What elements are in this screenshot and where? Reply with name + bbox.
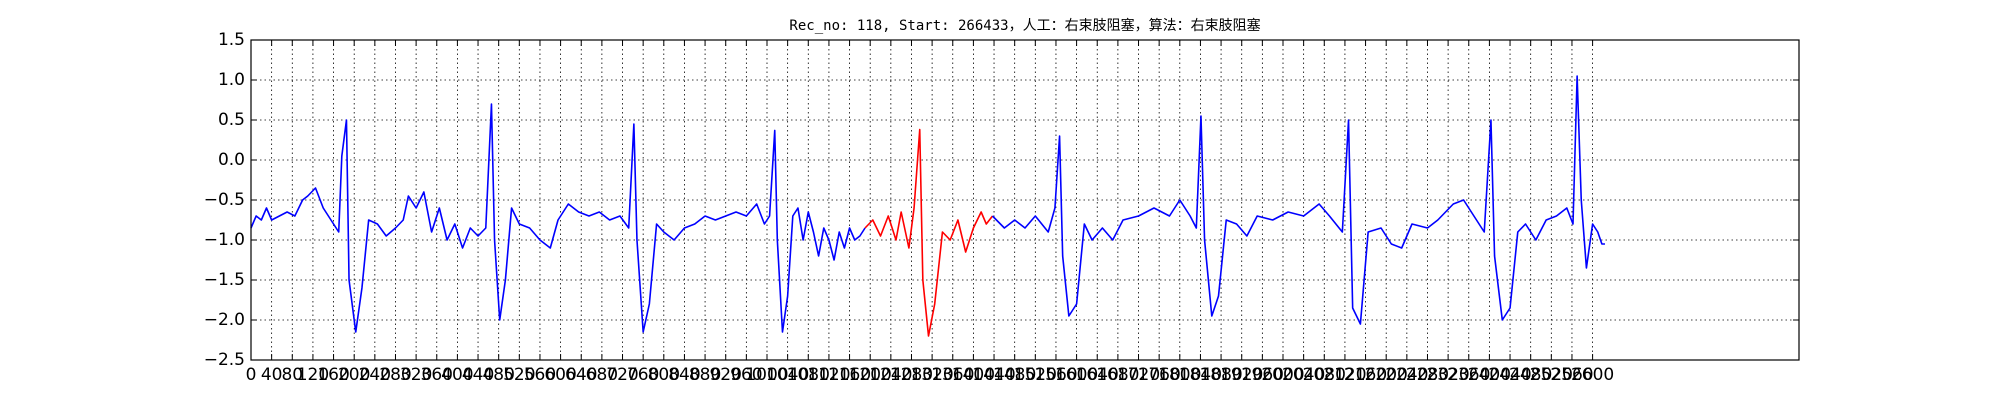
y-tick-label: 0.0	[218, 150, 245, 170]
x-tick-label: 1000	[745, 365, 788, 385]
x-tick-label: 2360	[1447, 365, 1490, 385]
y-tick-label: −0.5	[204, 190, 245, 210]
plot-frame	[250, 39, 1800, 361]
x-tick-label: 2280	[1406, 365, 1449, 385]
ecg-line	[250, 103, 866, 333]
x-tick-label: 2000	[1261, 365, 1304, 385]
x-tick-label: 1280	[890, 365, 933, 385]
x-tick-label: 1240	[869, 365, 912, 385]
x-tick-label: 160	[317, 365, 349, 385]
x-tick-label: 960	[730, 365, 762, 385]
x-tick-label: 720	[606, 365, 638, 385]
y-tick-label: −2.0	[204, 310, 245, 330]
x-tick-label: 920	[709, 365, 741, 385]
x-tick-label: 1520	[1014, 365, 1057, 385]
x-tick-label: 1920	[1220, 365, 1263, 385]
x-tick-label: 480	[482, 365, 514, 385]
x-tick-label: 0	[246, 365, 257, 385]
x-tick-label: 1560	[1034, 365, 1077, 385]
ecg-line	[991, 75, 1605, 325]
x-tick-label: 2080	[1303, 365, 1346, 385]
x-tick-label: 1040	[766, 365, 809, 385]
x-tick-label: 240	[359, 365, 391, 385]
x-tick-label: 800	[648, 365, 680, 385]
x-tick-label: 640	[565, 365, 597, 385]
x-tick-label: 40	[261, 365, 283, 385]
x-tick-label: 1840	[1179, 365, 1222, 385]
x-tick-label: 2040	[1282, 365, 1325, 385]
x-tick-label: 1440	[972, 365, 1015, 385]
y-tick-label: −1.0	[204, 230, 245, 250]
x-tick-label: 2160	[1344, 365, 1387, 385]
x-tick-label: 520	[503, 365, 535, 385]
x-tick-label: 1360	[931, 365, 974, 385]
x-tick-label: 280	[379, 365, 411, 385]
x-tick-label: 1320	[910, 365, 953, 385]
x-tick-label: 1720	[1117, 365, 1160, 385]
y-tick-label: 1.0	[218, 70, 245, 90]
x-tick-label: 600	[544, 365, 576, 385]
x-tick-label: 1400	[952, 365, 995, 385]
x-tick-label: 2600	[1571, 365, 1614, 385]
x-tick-label: 2200	[1365, 365, 1408, 385]
x-tick-label: 320	[400, 365, 432, 385]
x-tick-label: 1480	[993, 365, 1036, 385]
x-tick-label: 1600	[1055, 365, 1098, 385]
x-tick-label: 1160	[828, 365, 871, 385]
x-tick-label: 200	[338, 365, 370, 385]
x-tick-label: 360	[421, 365, 453, 385]
x-tick-label: 680	[586, 365, 618, 385]
x-tick-label: 560	[524, 365, 556, 385]
x-tick-label: 2480	[1509, 365, 1552, 385]
x-tick-label: 840	[668, 365, 700, 385]
x-tick-label: 80	[281, 365, 303, 385]
x-tick-label: 1800	[1158, 365, 1201, 385]
x-tick-label: 880	[689, 365, 721, 385]
y-tick-label: −2.5	[204, 350, 245, 370]
x-tick-label: 2400	[1468, 365, 1511, 385]
x-tick-label: 1200	[849, 365, 892, 385]
x-tick-label: 1120	[807, 365, 850, 385]
x-tick-label: 760	[627, 365, 659, 385]
x-tick-label: 2320	[1426, 365, 1469, 385]
x-tick-label: 120	[297, 365, 329, 385]
x-tick-label: 2440	[1488, 365, 1531, 385]
y-tick-label: 0.5	[218, 110, 245, 130]
x-tick-label: 2560	[1550, 365, 1593, 385]
chart-title: Rec_no: 118, Start: 266433，人工：右束肢阻塞，算法：右…	[789, 17, 1260, 34]
x-tick-label: 1640	[1076, 365, 1119, 385]
x-tick-label: 2240	[1385, 365, 1428, 385]
x-tick-label: 1880	[1199, 365, 1242, 385]
x-tick-label: 1080	[787, 365, 830, 385]
x-tick-label: 2120	[1323, 365, 1366, 385]
x-tick-label: 1960	[1241, 365, 1284, 385]
x-tick-label: 1760	[1138, 365, 1181, 385]
y-tick-label: −1.5	[204, 270, 245, 290]
y-tick-label: 1.5	[218, 30, 245, 50]
x-tick-label: 440	[462, 365, 494, 385]
x-tick-label: 400	[441, 365, 473, 385]
ecg-line	[864, 128, 994, 337]
x-tick-label: 1680	[1096, 365, 1139, 385]
x-tick-label: 2520	[1530, 365, 1573, 385]
